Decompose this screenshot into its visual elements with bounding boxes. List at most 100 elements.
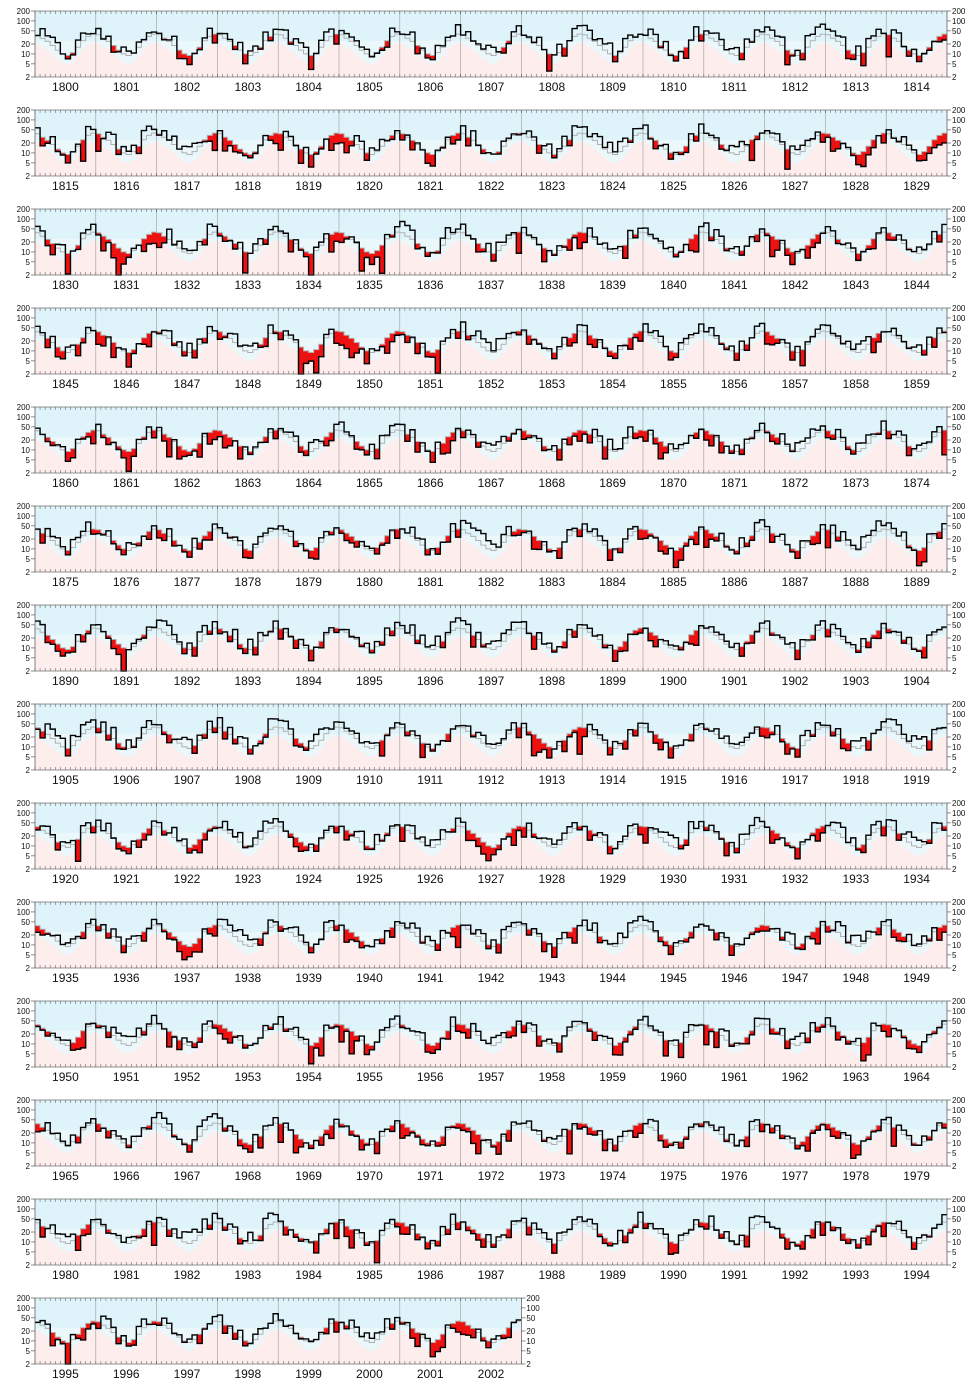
- year-label: 1935: [52, 971, 79, 985]
- y-tick-label: 2: [952, 469, 957, 478]
- year-label: 1835: [356, 278, 383, 292]
- year-label: 1866: [417, 476, 444, 490]
- year-label: 1944: [599, 971, 626, 985]
- year-label: 1927: [478, 872, 505, 886]
- y-tick-label: 2: [952, 766, 957, 775]
- y-tick-label: 5: [952, 159, 957, 168]
- y-tick-label: 200: [17, 205, 31, 214]
- y-tick-label: 2: [952, 172, 957, 181]
- y-tick-label: 10: [952, 644, 961, 653]
- year-label: 1907: [174, 773, 201, 787]
- year-label: 1838: [538, 278, 565, 292]
- y-tick-label: 100: [952, 710, 966, 719]
- y-tick-label: 5: [952, 852, 957, 861]
- y-tick-label: 50: [21, 27, 30, 36]
- y-tick-label: 200: [952, 205, 966, 214]
- year-label: 1887: [782, 575, 809, 589]
- y-tick-label: 200: [17, 898, 31, 907]
- year-label: 1859: [903, 377, 930, 391]
- year-label: 1839: [599, 278, 626, 292]
- y-tick-label: 10: [952, 446, 961, 455]
- year-label: 1925: [356, 872, 383, 886]
- year-label: 1869: [599, 476, 626, 490]
- year-label: 1844: [903, 278, 930, 292]
- year-label: 1940: [356, 971, 383, 985]
- year-label: 1814: [903, 80, 930, 94]
- year-label: 1843: [842, 278, 869, 292]
- year-label: 1906: [113, 773, 140, 787]
- year-label: 1817: [174, 179, 201, 193]
- y-tick-label: 200: [17, 997, 31, 1006]
- y-tick-label: 2: [26, 667, 31, 676]
- year-label: 1805: [356, 80, 383, 94]
- year-label: 1928: [538, 872, 565, 886]
- y-tick-label: 10: [952, 842, 961, 851]
- year-label: 1919: [903, 773, 930, 787]
- year-label: 1921: [113, 872, 140, 886]
- year-label: 1847: [174, 377, 201, 391]
- year-label: 1905: [52, 773, 79, 787]
- year-label: 1836: [417, 278, 444, 292]
- y-tick-label: 200: [952, 403, 966, 412]
- y-tick-label: 100: [17, 314, 31, 323]
- year-label: 1901: [721, 674, 748, 688]
- year-label: 1888: [842, 575, 869, 589]
- year-label: 1831: [113, 278, 140, 292]
- y-tick-label: 10: [21, 842, 30, 851]
- y-tick-label: 2: [952, 271, 957, 280]
- y-tick-label: 100: [952, 809, 966, 818]
- y-tick-label: 50: [952, 27, 961, 36]
- year-label: 1856: [721, 377, 748, 391]
- y-tick-label: 50: [21, 423, 30, 432]
- y-tick-label: 50: [952, 324, 961, 333]
- y-tick-label: 200: [952, 502, 966, 511]
- panel-row: 200 200100 10050 5020 2010 105 52 21830 1831 1832…: [17, 205, 966, 292]
- y-tick-label: 200: [952, 7, 966, 16]
- y-tick-label: 2: [26, 271, 31, 280]
- y-tick-label: 5: [26, 60, 31, 69]
- year-label: 1913: [538, 773, 565, 787]
- year-label: 1809: [599, 80, 626, 94]
- y-tick-label: 100: [952, 215, 966, 224]
- year-label: 1820: [356, 179, 383, 193]
- year-label: 1914: [599, 773, 626, 787]
- year-label: 1808: [538, 80, 565, 94]
- y-tick-label: 20: [952, 40, 961, 49]
- year-label: 1881: [417, 575, 444, 589]
- y-tick-label: 20: [21, 634, 30, 643]
- year-label: 1868: [538, 476, 565, 490]
- y-tick-label: 20: [952, 931, 961, 940]
- year-label: 1864: [295, 476, 322, 490]
- year-label: 1806: [417, 80, 444, 94]
- y-tick-label: 5: [952, 555, 957, 564]
- year-label: 1818: [234, 179, 261, 193]
- panel-row: 200 200100 10050 5020 2010 105 52 21890 1891 1892…: [17, 601, 966, 688]
- year-label: 1833: [234, 278, 261, 292]
- year-label: 1915: [660, 773, 687, 787]
- year-label: 1846: [113, 377, 140, 391]
- year-label: 1824: [599, 179, 626, 193]
- year-label: 1854: [599, 377, 626, 391]
- year-label: 1945: [660, 971, 687, 985]
- year-label: 1899: [599, 674, 626, 688]
- y-tick-label: 50: [952, 423, 961, 432]
- y-tick-label: 5: [952, 654, 957, 663]
- y-tick-label: 5: [26, 555, 31, 564]
- y-tick-label: 100: [17, 512, 31, 521]
- year-label: 1922: [174, 872, 201, 886]
- year-label: 1829: [903, 179, 930, 193]
- y-tick-label: 200: [17, 304, 31, 313]
- year-label: 1841: [721, 278, 748, 292]
- y-tick-label: 10: [21, 149, 30, 158]
- year-label: 1842: [782, 278, 809, 292]
- y-tick-label: 50: [952, 1017, 961, 1026]
- y-tick-label: 20: [21, 1030, 30, 1039]
- y-tick-label: 5: [26, 456, 31, 465]
- year-label: 1934: [903, 872, 930, 886]
- year-label: 1902: [782, 674, 809, 688]
- year-label: 1930: [660, 872, 687, 886]
- y-tick-label: 200: [17, 7, 31, 16]
- y-tick-label: 200: [952, 304, 966, 313]
- y-tick-label: 50: [21, 720, 30, 729]
